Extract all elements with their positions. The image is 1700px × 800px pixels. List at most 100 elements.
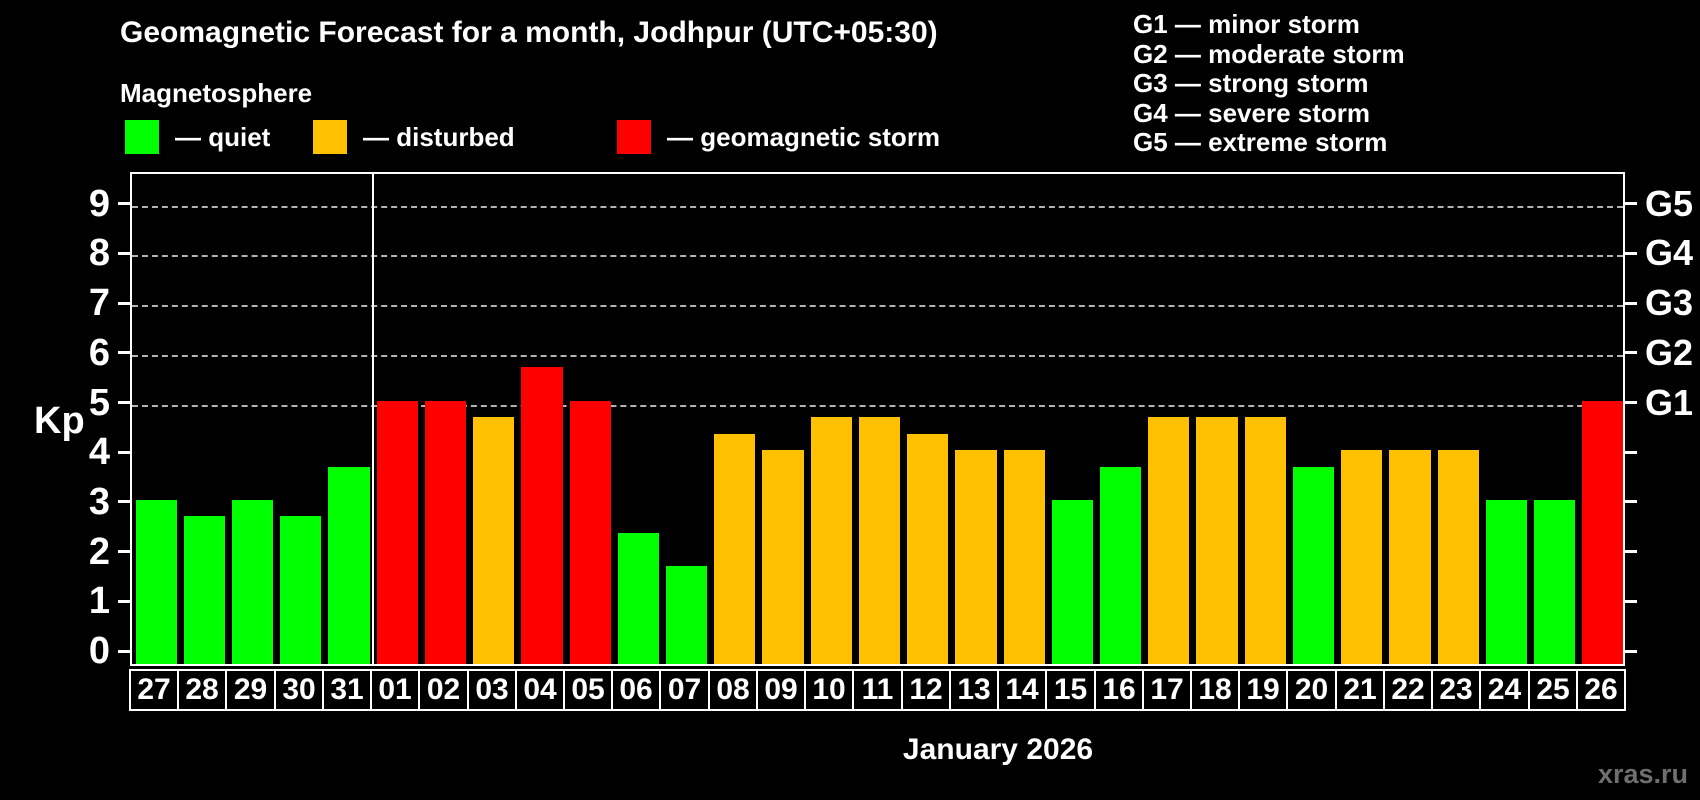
g-axis-label-G1: G1 <box>1645 381 1694 423</box>
g-axis-label-G3: G3 <box>1645 282 1694 324</box>
day-label-07: 07 <box>659 669 710 711</box>
kp-bar-day-31 <box>328 466 370 664</box>
kp-bar-day-11 <box>858 416 901 664</box>
kp-bar-day-01 <box>376 400 418 664</box>
legend-swatch-storm <box>617 120 651 154</box>
y-tick-4 <box>118 450 130 454</box>
y-tick-5 <box>118 401 130 404</box>
day-label-19: 19 <box>1238 669 1288 711</box>
g-scale-legend-line: G2 — moderate storm <box>1133 38 1405 69</box>
g-axis-label-G5: G5 <box>1645 182 1694 224</box>
kp-bar-day-10 <box>810 416 852 664</box>
chart-title: Geomagnetic Forecast for a month, Jodhpu… <box>120 16 938 49</box>
y-axis-label-7: 7 <box>88 282 110 325</box>
kp-bar-day-25 <box>1534 499 1576 664</box>
right-tick-4 <box>1625 450 1637 454</box>
day-label-04: 04 <box>515 669 565 711</box>
g-scale-legend: G1 — minor storm G2 — moderate storm G3 — … <box>1133 9 1405 158</box>
y-tick-3 <box>118 500 130 504</box>
legend-item-disturbed: — disturbed <box>313 120 515 154</box>
kp-bar-day-29 <box>231 499 274 664</box>
kp-bar-day-26 <box>1582 400 1624 664</box>
day-label-20: 20 <box>1286 669 1337 711</box>
kp-bar-day-22 <box>1389 450 1431 664</box>
right-tick-8 <box>1625 251 1637 255</box>
kp-bar-day-13 <box>955 450 997 664</box>
day-label-26: 26 <box>1576 669 1626 711</box>
day-label-25: 25 <box>1528 669 1578 711</box>
y-tick-0 <box>118 649 130 653</box>
day-label-09: 09 <box>756 669 806 711</box>
kp-bar-day-24 <box>1485 499 1528 664</box>
legend-label-storm: — geomagnetic storm <box>667 121 941 152</box>
right-tick-6 <box>1625 351 1637 355</box>
y-axis-label-8: 8 <box>88 232 110 275</box>
kp-bar-day-23 <box>1437 450 1479 664</box>
kp-bar-day-06 <box>617 533 659 664</box>
day-label-05: 05 <box>563 669 613 711</box>
kp-bar-day-04 <box>521 367 563 664</box>
gridline-kp-7 <box>132 305 1623 308</box>
y-axis-label-5: 5 <box>88 381 110 424</box>
kp-bar-day-03 <box>473 416 515 664</box>
day-label-22: 22 <box>1383 669 1433 711</box>
month-separator-line <box>372 174 375 664</box>
g-axis-label-G4: G4 <box>1645 232 1694 274</box>
kp-bar-day-20 <box>1292 466 1335 664</box>
month-label: January 2026 <box>902 733 1094 766</box>
gridline-kp-5 <box>132 404 1623 407</box>
g-scale-legend-line: G3 — strong storm <box>1133 68 1369 98</box>
y-axis-label-4: 4 <box>88 431 110 474</box>
day-label-27: 27 <box>129 669 179 711</box>
kp-bar-day-14 <box>1003 450 1045 664</box>
g-scale-legend-line: G5 — extreme storm <box>1133 127 1388 157</box>
right-tick-5 <box>1625 401 1637 404</box>
kp-bar-day-02 <box>424 400 467 664</box>
y-tick-7 <box>118 301 130 305</box>
g-axis-label-G2: G2 <box>1645 331 1694 373</box>
kp-bar-day-07 <box>665 566 708 664</box>
kp-bar-day-12 <box>907 433 949 664</box>
day-label-12: 12 <box>901 669 951 711</box>
day-label-08: 08 <box>708 669 758 711</box>
right-tick-9 <box>1625 202 1637 206</box>
right-tick-2 <box>1625 550 1637 554</box>
legend-label-disturbed: — disturbed <box>363 121 515 152</box>
y-axis-label-6: 6 <box>88 331 110 374</box>
kp-bar-day-08 <box>714 433 756 664</box>
kp-bar-day-05 <box>569 400 611 664</box>
y-axis-label-3: 3 <box>88 480 110 523</box>
kp-bar-day-27 <box>135 499 177 664</box>
y-tick-1 <box>118 599 130 603</box>
kp-bar-day-30 <box>280 516 322 664</box>
day-label-13: 13 <box>949 669 999 711</box>
day-label-15: 15 <box>1045 669 1096 711</box>
g-scale-legend-line: G1 — minor storm <box>1133 9 1360 39</box>
kp-bar-day-19 <box>1244 416 1286 664</box>
day-label-31: 31 <box>322 669 372 711</box>
legend-label-quiet: — quiet <box>175 121 271 152</box>
day-label-24: 24 <box>1479 669 1530 711</box>
y-axis-label-2: 2 <box>88 530 110 573</box>
kp-bar-day-15 <box>1051 499 1093 664</box>
y-axis-label-0: 0 <box>88 630 110 672</box>
right-tick-0 <box>1625 649 1637 653</box>
gridline-kp-9 <box>132 205 1623 208</box>
day-label-01: 01 <box>370 669 420 711</box>
g-scale-legend-line: G4 — severe storm <box>1133 97 1371 128</box>
day-label-02: 02 <box>418 669 469 711</box>
y-tick-9 <box>118 202 130 206</box>
right-tick-7 <box>1625 301 1637 305</box>
day-label-18: 18 <box>1190 669 1240 711</box>
day-label-03: 03 <box>467 669 517 711</box>
legend-item-quiet: — quiet <box>125 120 270 154</box>
kp-bar-day-21 <box>1341 450 1383 664</box>
day-label-23: 23 <box>1431 669 1481 711</box>
right-tick-1 <box>1625 599 1637 603</box>
day-label-14: 14 <box>997 669 1047 711</box>
gridline-kp-8 <box>132 255 1623 258</box>
y-axis-label-9: 9 <box>88 182 110 225</box>
day-label-11: 11 <box>852 669 903 711</box>
magnetosphere-label: Magnetosphere <box>120 78 313 108</box>
